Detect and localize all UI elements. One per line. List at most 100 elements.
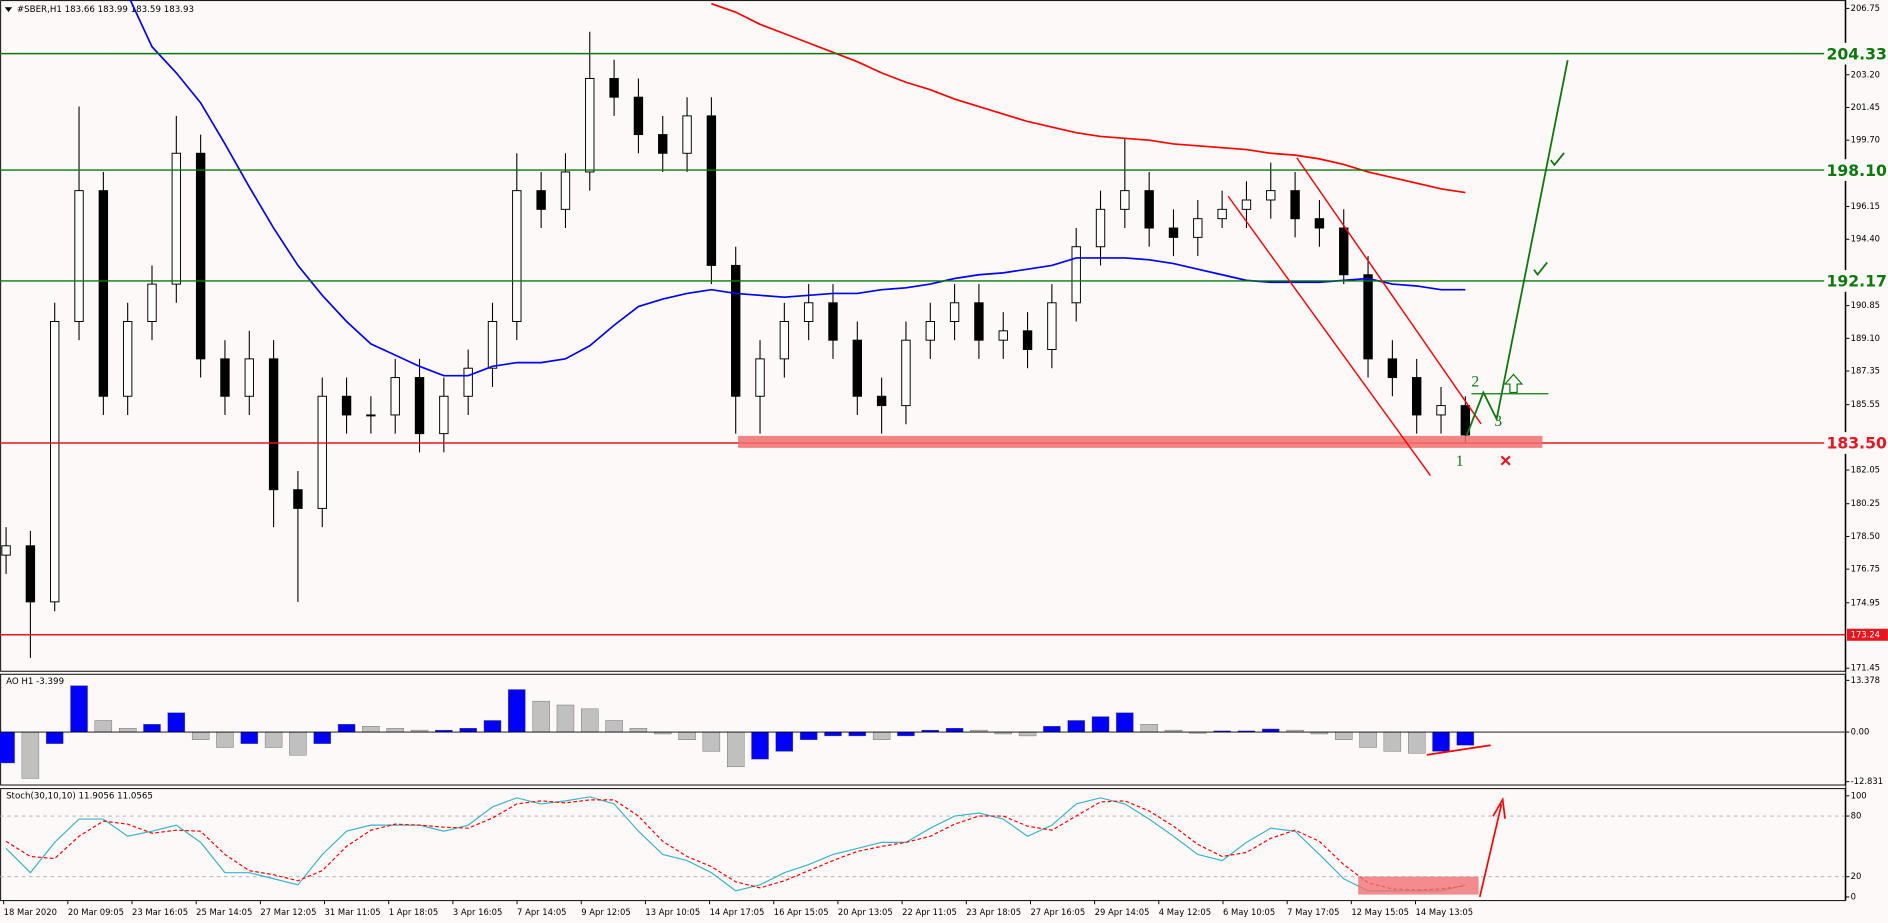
ao-bar <box>21 731 40 779</box>
candle-body <box>268 358 279 491</box>
candle-body <box>998 330 1008 341</box>
ao-bar <box>216 731 234 748</box>
ao-bar <box>824 731 842 737</box>
x-tick-label: 14 May 13:05 <box>1415 907 1473 917</box>
candle-body <box>171 152 182 285</box>
candle-body <box>122 321 133 397</box>
x-tick-label: 27 Mar 12:05 <box>260 907 316 917</box>
candle-body <box>876 395 887 407</box>
x-tick-label: 23 Apr 18:05 <box>966 907 1021 917</box>
stoch-line <box>5 799 1466 891</box>
ao-bar <box>1456 731 1475 746</box>
candle-body <box>195 152 206 360</box>
ao-bar <box>556 704 575 733</box>
ao-bar <box>751 731 769 760</box>
ao-bar <box>70 685 88 733</box>
candle-body <box>1 545 11 556</box>
candle-body <box>1460 405 1471 436</box>
ao-bar <box>191 731 210 740</box>
ao-title: AO H1 -3.399 <box>6 677 64 687</box>
x-tick-label: 18 Mar 2020 <box>4 907 57 917</box>
stoch-panel <box>0 788 1846 902</box>
x-tick-label: 16 Apr 15:05 <box>774 907 829 917</box>
forecast-arrow <box>1465 60 1569 437</box>
ao-bar <box>337 724 356 733</box>
ao-bar <box>1408 731 1426 754</box>
cross-mark <box>1500 455 1511 466</box>
y-tick-label: 178.50 <box>1851 531 1880 541</box>
ao-bar <box>629 728 648 733</box>
y-tick-label: 199.70 <box>1851 135 1880 145</box>
candle-body <box>1120 190 1130 210</box>
ao-divergence-line <box>1426 744 1491 756</box>
candle-body <box>609 78 619 98</box>
candle-body <box>1193 218 1203 238</box>
candle-body <box>463 367 473 397</box>
y-tick-label: -12.831 <box>1851 776 1883 786</box>
y-tick-label: 176.75 <box>1851 564 1880 574</box>
ao-bar <box>362 726 380 733</box>
candle-body <box>512 190 522 322</box>
stoch-up-arrow <box>1478 796 1506 898</box>
chart-title: #SBER,H1 183.66 183.99 183.59 183.93 <box>17 5 194 15</box>
candle-body <box>1412 377 1422 416</box>
level-box <box>1825 42 1888 65</box>
candle-body <box>220 358 230 397</box>
ao-bar <box>1383 731 1402 752</box>
channel-upper <box>1296 157 1482 425</box>
x-tick-label: 12 May 15:05 <box>1351 907 1409 917</box>
ao-bar <box>848 731 867 737</box>
candle-body <box>974 302 984 341</box>
ao-bar <box>1140 724 1158 733</box>
candle-body <box>293 489 303 509</box>
check-mark <box>1550 152 1565 167</box>
ao-bar <box>167 712 186 733</box>
candle-body <box>925 321 935 341</box>
candle-body <box>633 96 644 136</box>
ao-bar <box>313 731 331 744</box>
ao-bar <box>799 731 818 740</box>
x-tick-label: 23 Mar 16:05 <box>132 907 188 917</box>
candle-body <box>1022 330 1033 351</box>
wave-label: 3 <box>1494 413 1502 430</box>
candle-body <box>901 339 911 407</box>
ao-bar <box>1335 731 1353 740</box>
candle-body <box>682 115 692 154</box>
candle-body <box>1314 218 1325 229</box>
ao-bar <box>1018 731 1037 737</box>
y-tick-label: 203.20 <box>1851 69 1880 79</box>
level-label: 204.33 <box>1827 44 1887 63</box>
y-tick-label: 189.10 <box>1851 333 1880 343</box>
level-label: 198.10 <box>1827 161 1887 180</box>
ao-bar <box>897 731 915 737</box>
y-tick-label: 182.05 <box>1851 465 1880 475</box>
candle-body <box>1095 208 1106 248</box>
candle-body <box>147 283 157 322</box>
candle-body <box>731 264 741 397</box>
level-box <box>1825 270 1888 292</box>
ao-bar <box>605 720 623 733</box>
candle-body <box>317 395 327 509</box>
ao-bar <box>532 700 550 733</box>
y-tick-label: 201.45 <box>1851 102 1880 112</box>
candle-body <box>341 395 352 416</box>
y-tick-label: 171.45 <box>1851 663 1880 673</box>
candle-body <box>50 321 60 603</box>
candle-body <box>1436 405 1446 416</box>
candle-body <box>1363 274 1373 360</box>
ao-bar <box>508 689 526 733</box>
level-tag <box>1847 628 1888 641</box>
up-arrow-icon <box>1503 373 1524 394</box>
candle-body <box>366 414 376 417</box>
y-tick-label: 180.25 <box>1851 498 1880 508</box>
check-mark <box>1533 261 1548 276</box>
ao-bar <box>872 731 891 740</box>
ao-bar <box>118 728 137 733</box>
level-label: 192.17 <box>1827 272 1887 291</box>
ao-bar <box>727 731 745 768</box>
candle-body <box>487 321 498 369</box>
candle-body <box>1047 302 1057 351</box>
ao-bar <box>46 731 64 744</box>
